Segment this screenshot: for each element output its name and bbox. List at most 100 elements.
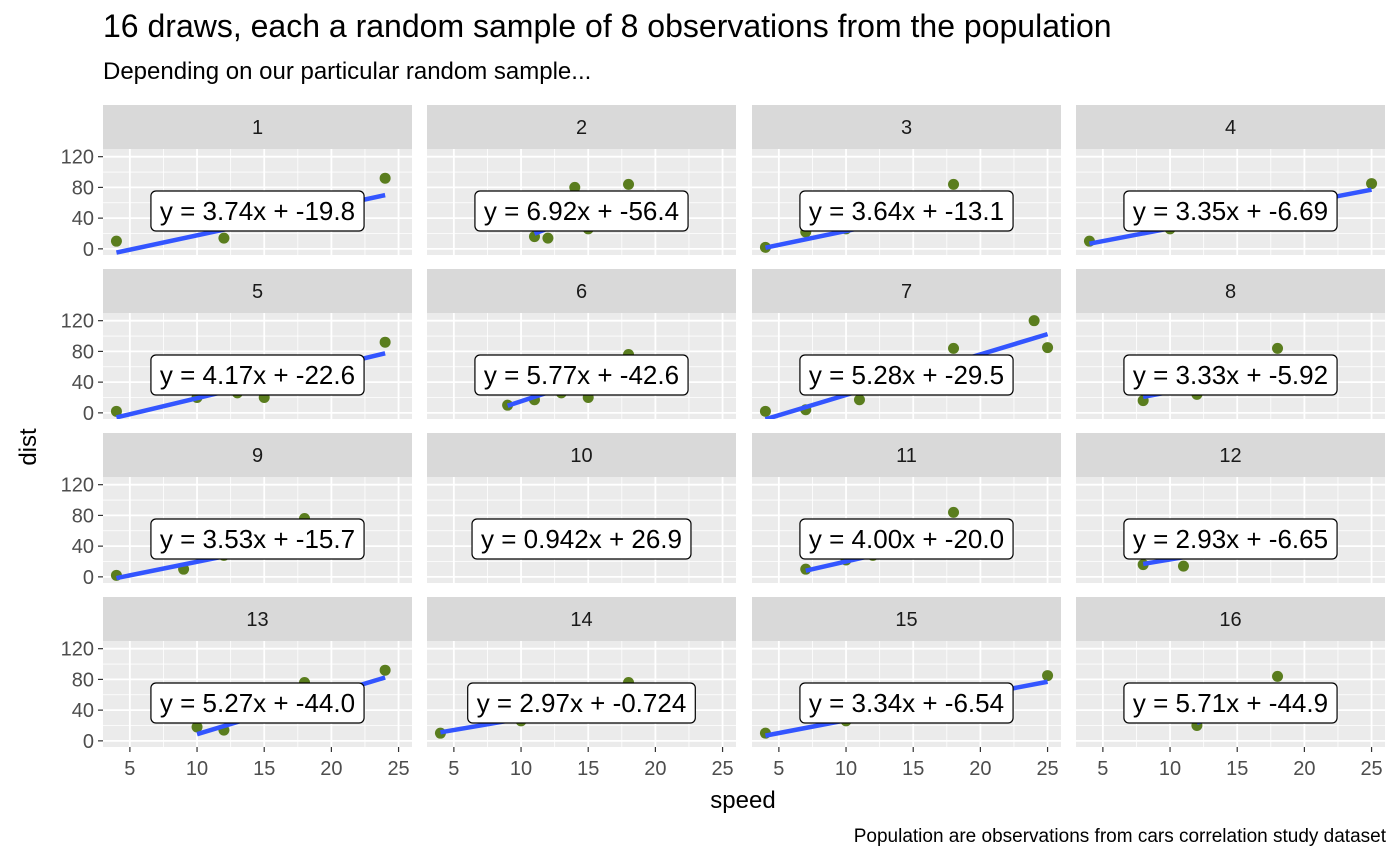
facet-strip [427,105,736,149]
data-point [542,232,554,244]
x-tick-label: 10 [835,758,857,780]
equation-box [1123,190,1338,232]
equation-box [1123,518,1338,560]
x-tick-label: 25 [387,758,409,780]
y-tick-label: 120 [61,311,94,333]
facet-panel-15: 15 y = 3.34x + -6.54 5 10 15 20 25 [744,597,1082,780]
facet-panel-13: 13 y = 5.27x + -44.0 0 40 80 120 5 10 15 20 25 [61,597,433,780]
x-tick-label: 25 [1036,758,1058,780]
equation-box [150,190,365,232]
facet-strip [1076,433,1385,477]
facet-strip-label: 13 [246,609,268,631]
equation-box [799,682,1014,724]
data-point [110,405,122,417]
facet-strip-label: 10 [570,445,592,467]
equation-label: y = 5.27x + -44.0 [150,682,365,724]
equation-box [150,682,365,724]
data-point [569,181,581,193]
equation-box [799,354,1014,396]
equation-box [471,518,692,560]
facet-strip-label: 6 [576,281,587,303]
facet-strip [427,433,736,477]
equation-label: y = 5.71x + -44.9 [1123,682,1338,724]
equation-label: y = 3.53x + -15.7 [150,518,365,560]
y-tick-label: 40 [72,536,94,558]
facet-strip [103,597,412,641]
facet-strip-label: 8 [1225,281,1236,303]
equation-text: y = 4.00x + -20.0 [809,524,1004,554]
y-tick-label: 80 [72,669,94,691]
y-tick-label: 120 [61,639,94,661]
facet-strip-label: 15 [895,609,917,631]
x-tick-label: 5 [448,758,459,780]
facet-strip-label: 5 [252,281,263,303]
facet-strip [1076,105,1385,149]
facet-strip-label: 1 [252,117,263,139]
equation-label: y = 2.93x + -6.65 [1123,518,1338,560]
x-tick-label: 15 [1226,758,1248,780]
equation-label: y = 6.92x + -56.4 [474,190,689,232]
facet-strip [752,105,1061,149]
data-point [948,178,960,190]
facet-strip [427,269,736,313]
data-point [759,405,771,417]
x-tick-label: 25 [1360,758,1382,780]
y-tick-label: 0 [83,731,94,753]
data-point [110,235,122,247]
facet-panel-1: 1 y = 3.74x + -19.8 0 40 80 120 [61,105,433,261]
equation-box [474,190,689,232]
data-point [379,336,391,348]
equation-label: y = 2.97x + -0.724 [467,682,696,724]
equation-box [467,682,696,724]
facet-strip [752,433,1061,477]
data-point [1272,670,1284,682]
data-point [191,721,203,733]
data-point [1272,342,1284,354]
chart-caption: Population are observations from cars co… [853,826,1386,847]
x-tick-label: 15 [577,758,599,780]
facet-panel-5: 5 y = 4.17x + -22.6 0 40 80 120 [61,269,433,425]
equation-box [474,354,689,396]
equation-text: y = 5.28x + -29.5 [809,360,1004,390]
y-tick-label: 80 [72,505,94,527]
y-axis-title: dist [15,428,42,466]
data-point [1177,560,1189,572]
facet-strip-label: 11 [896,445,917,467]
facet-strip [1076,269,1385,313]
x-tick-label: 20 [644,758,666,780]
equation-text: y = 6.92x + -56.4 [484,196,679,226]
facet-strip [103,433,412,477]
data-point [853,394,865,406]
equation-label: y = 0.942x + 26.9 [471,518,692,560]
facet-strip-label: 3 [901,117,912,139]
equation-label: y = 3.74x + -19.8 [150,190,365,232]
equation-text: y = 0.942x + 26.9 [481,524,682,554]
facet-strip [103,105,412,149]
facet-strip [752,597,1061,641]
data-point [1366,178,1378,190]
facet-panel-10: 10 y = 0.942x + 26.9 [419,433,757,583]
x-tick-label: 10 [186,758,208,780]
equation-text: y = 3.33x + -5.92 [1133,360,1328,390]
data-point [1042,670,1054,682]
equation-label: y = 3.34x + -6.54 [799,682,1014,724]
y-tick-label: 40 [72,208,94,230]
data-point [948,506,960,518]
x-tick-label: 20 [969,758,991,780]
facet-strip [103,269,412,313]
y-tick-label: 0 [83,567,94,589]
equation-text: y = 5.71x + -44.9 [1133,688,1328,718]
y-tick-label: 40 [72,372,94,394]
data-point [379,172,391,184]
equation-label: y = 3.33x + -5.92 [1123,354,1338,396]
equation-box [150,518,365,560]
x-tick-label: 20 [1293,758,1315,780]
facet-strip-label: 2 [576,117,587,139]
x-tick-label: 15 [902,758,924,780]
equation-text: y = 5.27x + -44.0 [160,688,355,718]
y-tick-label: 0 [83,239,94,261]
equation-text: y = 4.17x + -22.6 [160,360,355,390]
facet-strip-label: 7 [901,281,912,303]
x-tick-label: 10 [1159,758,1181,780]
y-tick-label: 120 [61,147,94,169]
